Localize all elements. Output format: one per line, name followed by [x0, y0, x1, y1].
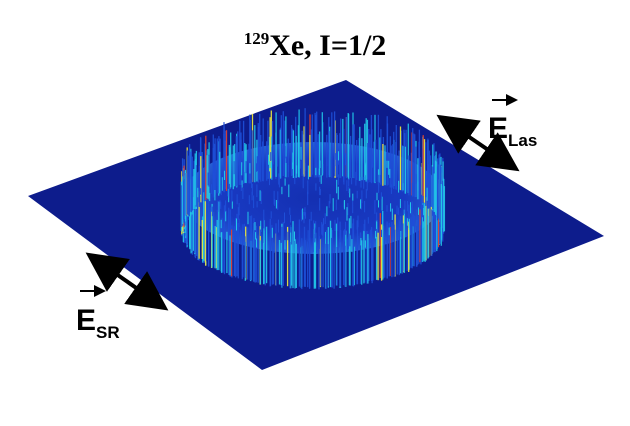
- signal-ring: [180, 108, 446, 290]
- laser-field-letter: E: [488, 112, 508, 145]
- laser-polarization-arrow: [436, 114, 520, 172]
- laser-field-subscript: Las: [508, 131, 537, 150]
- scattered-field-letter: E: [76, 304, 96, 337]
- laser-field-label: ELas: [488, 94, 537, 150]
- title-text: Xe, I=1/2: [269, 29, 386, 62]
- isotope-mass-superscript: 129: [244, 29, 270, 48]
- scattered-polarization-arrow: [85, 252, 169, 311]
- scattered-field-subscript: SR: [96, 323, 120, 342]
- svg-text:ESR: ESR: [76, 304, 120, 342]
- svg-text:ELas: ELas: [488, 112, 537, 150]
- scattered-field-label: ESR: [76, 285, 120, 342]
- figure-title: 129Xe, I=1/2: [244, 29, 387, 62]
- ring-spikes: [180, 108, 446, 290]
